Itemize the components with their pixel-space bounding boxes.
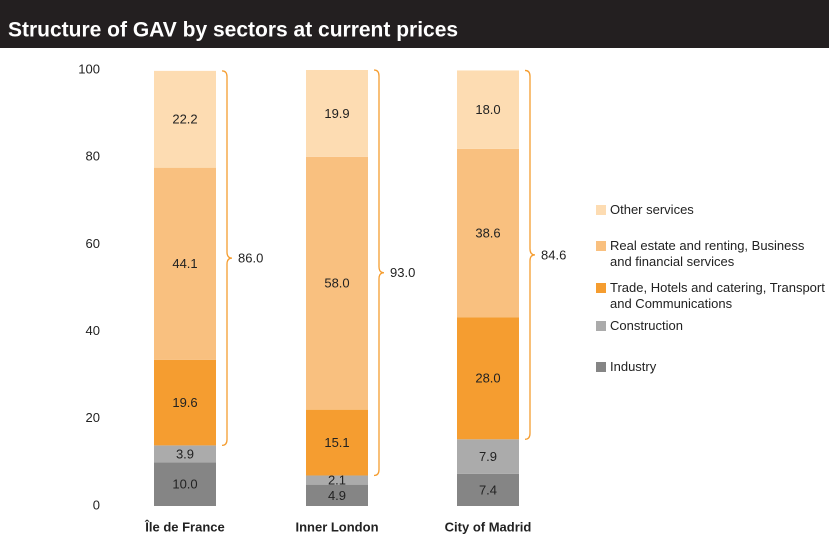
brace-label: 84.6	[541, 247, 566, 262]
legend-label: Real estate and renting, Business and fi…	[610, 238, 805, 269]
value-label: 10.0	[172, 477, 197, 492]
value-label: 7.4	[479, 482, 497, 497]
value-label: 28.0	[475, 371, 500, 386]
bar-segment	[306, 409, 368, 476]
y-tick-label: 60	[86, 236, 100, 251]
x-tick-label: Inner London	[295, 519, 378, 534]
y-tick-label: 40	[86, 323, 100, 338]
bar-segment	[457, 317, 519, 440]
bar-segment	[457, 439, 519, 474]
value-label: 58.0	[324, 276, 349, 291]
y-tick-label: 20	[86, 410, 100, 425]
brace	[373, 69, 385, 477]
brace-label: 93.0	[390, 265, 415, 280]
chart-title: Structure of GAV by sectors at current p…	[8, 19, 458, 42]
legend-swatch	[596, 321, 606, 331]
value-label: 19.9	[324, 106, 349, 121]
legend-label: Construction	[610, 318, 683, 333]
legend-item: Other services	[596, 202, 828, 218]
legend-item: Industry	[596, 359, 828, 375]
value-label: 2.1	[328, 472, 346, 487]
legend-item: Trade, Hotels and catering, Transport an…	[596, 280, 828, 312]
bar-segment	[306, 475, 368, 485]
x-tick-label: City of Madrid	[445, 519, 532, 534]
brace	[524, 69, 536, 440]
value-label: 38.6	[475, 226, 500, 241]
bar-segment	[154, 359, 216, 446]
legend-swatch	[596, 283, 606, 293]
bar-segment	[154, 70, 216, 168]
legend-swatch	[596, 241, 606, 251]
brace	[221, 70, 233, 447]
y-tick-label: 80	[86, 149, 100, 164]
bar-segment	[154, 167, 216, 360]
bar-segment	[457, 473, 519, 506]
bar-segment	[457, 148, 519, 318]
value-label: 4.9	[328, 488, 346, 503]
value-label: 7.9	[479, 449, 497, 464]
bar-segment	[306, 70, 368, 157]
value-label: 44.1	[172, 256, 197, 271]
legend-swatch	[596, 362, 606, 372]
value-label: 15.1	[324, 435, 349, 450]
legend-label: Industry	[610, 359, 657, 374]
bar-segment	[457, 70, 519, 149]
bar-segment	[306, 484, 368, 506]
legend-item: Real estate and renting, Business and fi…	[596, 238, 828, 270]
bar-segment	[306, 156, 368, 410]
brace-label: 86.0	[238, 251, 263, 266]
value-label: 22.2	[172, 112, 197, 127]
bar-segment	[154, 462, 216, 506]
value-label: 19.6	[172, 395, 197, 410]
legend-item: Construction	[596, 318, 828, 334]
legend-swatch	[596, 205, 606, 215]
value-label: 18.0	[475, 102, 500, 117]
legend-label: Other services	[610, 202, 694, 217]
legend-label: Trade, Hotels and catering, Transport an…	[610, 280, 825, 311]
bar-segment	[154, 445, 216, 463]
title-bar	[0, 0, 829, 48]
x-tick-label: Île de France	[144, 519, 224, 534]
y-tick-label: 100	[78, 61, 100, 76]
value-label: 3.9	[176, 446, 194, 461]
y-tick-label: 0	[93, 497, 100, 512]
